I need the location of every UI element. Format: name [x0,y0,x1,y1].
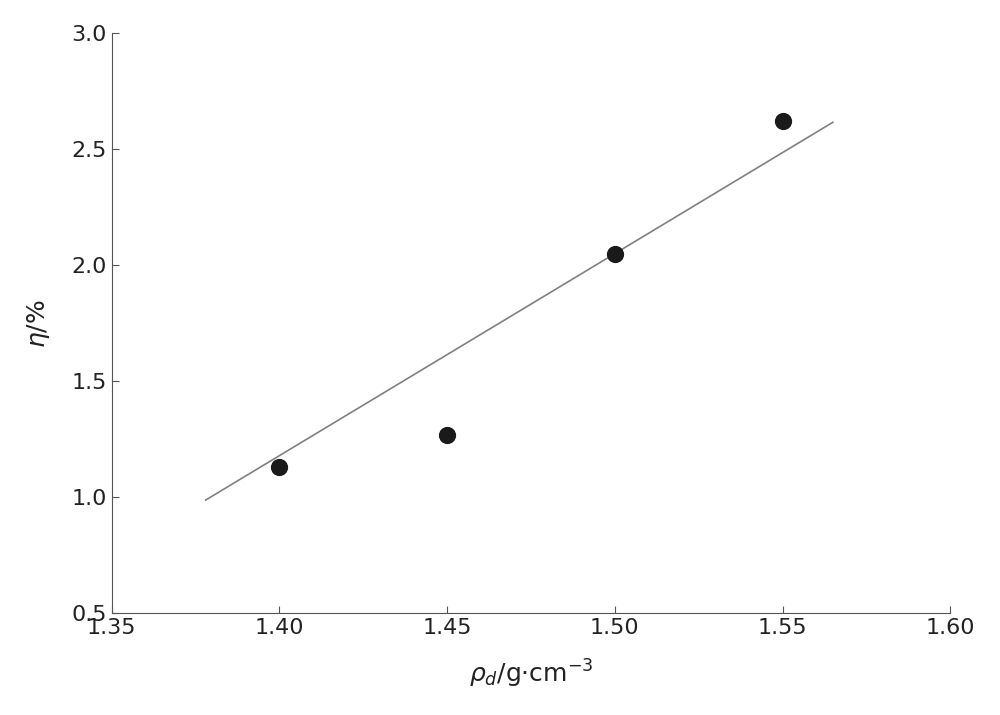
Point [439,429,455,440]
Point [775,116,791,127]
Point [607,248,623,260]
X-axis label: $\rho_d$/g·cm$^{-3}$: $\rho_d$/g·cm$^{-3}$ [469,658,593,690]
Point [271,461,287,473]
Y-axis label: $\eta$/%: $\eta$/% [25,299,52,347]
